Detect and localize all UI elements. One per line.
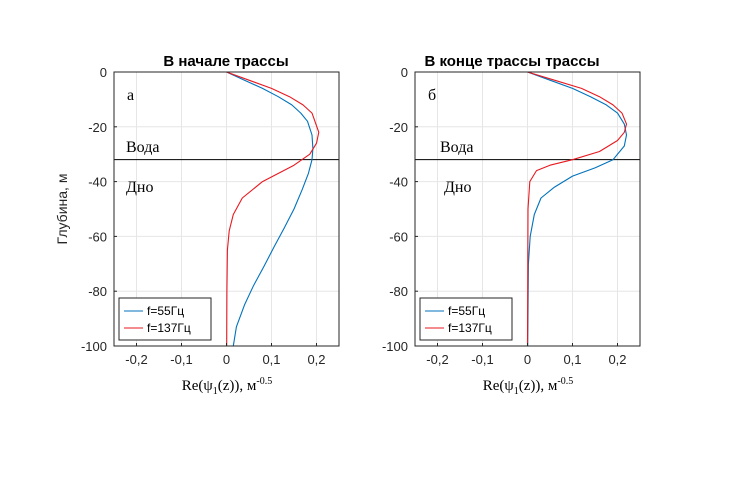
series-line-f55: [226, 71, 314, 347]
legend-entry: f=137Гц: [147, 321, 191, 335]
x-tick-label: 0: [223, 352, 230, 367]
panel-start-yticks: 0 -20 -40 -60 -80 -100: [81, 65, 117, 354]
panel-start-water-label: Вода: [126, 139, 159, 156]
legend-box: [118, 297, 212, 341]
series-line-f55: [527, 71, 628, 347]
panel-start-xticks: -0,2 -0,1 0 0,1 0,2: [125, 343, 326, 367]
legend-box: [419, 297, 513, 341]
panel-end-water-label: Вода: [440, 139, 473, 156]
panel-start-legend: f=55Гц f=137Гц: [118, 297, 212, 341]
panel-start-x-axis-label: Re(ψ1(z)), м-0.5: [182, 376, 273, 397]
panel-end-title: В конце трассы трассы: [424, 53, 599, 70]
series-line-f137: [526, 71, 628, 347]
panel-start-bottom-label: Дно: [126, 179, 153, 196]
x-tick-label: 0,1: [563, 352, 581, 367]
y-tick-label: -80: [88, 284, 107, 299]
y-tick-label: -100: [382, 339, 408, 354]
y-tick-label: 0: [100, 65, 107, 80]
y-tick-label: -100: [81, 339, 107, 354]
panel-end-series: [526, 71, 628, 347]
y-tick-label: 0: [401, 65, 408, 80]
panel-start-series: [226, 71, 320, 347]
x-tick-label: 0,2: [307, 352, 325, 367]
y-tick-label: -20: [389, 120, 408, 135]
x-tick-label: -0,1: [170, 352, 192, 367]
x-tick-label: -0,2: [426, 352, 448, 367]
y-tick-label: -40: [88, 175, 107, 190]
y-axis-label: Глубина, м: [54, 174, 70, 245]
legend-entry: f=55Гц: [448, 304, 485, 318]
y-tick-label: -20: [88, 120, 107, 135]
x-tick-label: 0,2: [608, 352, 626, 367]
panel-end: В конце трассы трассы 0-20-40-60-80-100 …: [382, 53, 641, 397]
x-tick-label: 0: [524, 352, 531, 367]
series-line-f137: [226, 71, 320, 347]
panel-end-yticks: 0 -20 -40 -60 -80 -100: [382, 65, 418, 354]
panel-end-x-axis-label: Re(ψ1(z)), м-0.5: [483, 376, 574, 397]
panel-end-legend: f=55Гц f=137Гц: [419, 297, 513, 341]
legend-entry: f=137Гц: [448, 321, 492, 335]
x-tick-label: -0,2: [125, 352, 147, 367]
panel-start-title: В начале трассы: [163, 53, 288, 70]
panel-start-label: а: [127, 87, 134, 104]
y-tick-label: -60: [88, 229, 107, 244]
legend-entry: f=55Гц: [147, 304, 184, 318]
panel-end-bottom-label: Дно: [444, 179, 471, 196]
y-tick-label: -80: [389, 284, 408, 299]
panel-end-label: б: [428, 87, 436, 104]
x-tick-label: 0,1: [262, 352, 280, 367]
y-tick-label: -60: [389, 229, 408, 244]
panel-end-xticks: -0,2 -0,1 0 0,1 0,2: [426, 343, 627, 367]
x-tick-label: -0,1: [471, 352, 493, 367]
panel-start: В начале трассы 0-20-40-60-80-100 -0,2 -0…: [54, 53, 340, 397]
y-tick-label: -40: [389, 175, 408, 190]
